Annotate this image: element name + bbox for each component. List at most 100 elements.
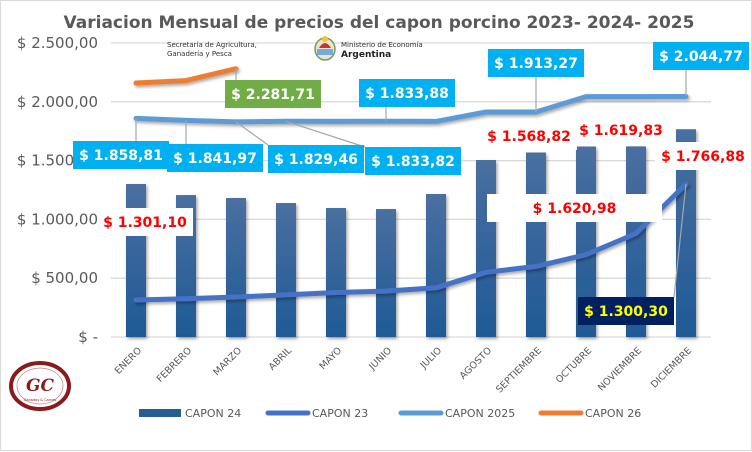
bar-capon-24 (126, 183, 146, 337)
argentina-coat-of-arms-icon (314, 36, 336, 61)
x-axis-ticks: ENERO FEBRERO MARZO ABRIL MAYO JUNIO JULIO AGOS… (113, 345, 694, 395)
bar-capon-24 (376, 209, 396, 337)
data-label-background (487, 194, 662, 222)
data-label-background (167, 144, 263, 172)
data-label: $ 2.281,71 (225, 80, 321, 108)
y-axis-ticks: $ -$ 500,00$ 1.000,00$ 1.500,00$ 2.000,0… (17, 34, 98, 346)
x-tick-label: FEBRERO (155, 345, 194, 384)
data-label: $ 1.620,98 (487, 194, 662, 222)
bar-capon-24 (676, 129, 696, 337)
legend-label: CAPON 26 (585, 407, 641, 420)
legend: CAPON 24 CAPON 23 CAPON 2025 CAPON 26 (139, 407, 641, 420)
data-label-background (481, 122, 577, 150)
legend-item-capon-2025[interactable]: CAPON 2025 (398, 407, 515, 420)
data-label-leader-lines (135, 68, 687, 298)
x-tick-label: JUNIO (366, 345, 394, 373)
x-tick-label: SEPTIEMBRE (494, 345, 544, 395)
line-capon-2025 (133, 94, 689, 125)
data-label-background (365, 147, 461, 175)
line-capon-26 (133, 66, 239, 86)
y-tick-label: $ 2.000,00 (17, 93, 98, 111)
data-label-background (268, 145, 364, 173)
data-label-text: $ 1.833,82 (371, 154, 455, 170)
data-label: $ 1.301,10 (97, 208, 193, 236)
bar-capon-24 (476, 160, 496, 337)
data-label: $ 1.833,82 (365, 147, 461, 175)
data-label-text: $ 1.913,27 (494, 56, 578, 72)
data-label-text: $ 1.766,88 (661, 149, 745, 165)
ministerio-economia-logo: Ministerio de Economía Argentina (341, 41, 423, 60)
x-tick-label: DICIEMBRE (649, 345, 694, 390)
data-label-background (655, 142, 751, 170)
legend-item-capon-24[interactable]: CAPON 24 (139, 407, 241, 420)
x-tick-label: ABRIL (267, 345, 295, 373)
legend-label: CAPON 23 (312, 407, 368, 420)
data-label-background (73, 141, 169, 169)
data-label-background (488, 49, 584, 77)
secretaria-agricultura-logo: Secretaría de Agricultura, Ganadería y P… (167, 41, 257, 58)
secretaria-logo-line1: Secretaría de Agricultura, (167, 41, 257, 49)
y-tick-label: $ 1.000,00 (17, 210, 98, 228)
data-label: $ 1.833,88 (359, 79, 455, 107)
bar-capon-24 (276, 203, 296, 337)
data-label: $ 1.766,88 (655, 142, 751, 170)
legend-item-capon-26[interactable]: CAPON 26 (538, 407, 641, 420)
data-label: $ 1.841,97 (167, 144, 263, 172)
bar-capon-24 (526, 152, 546, 337)
series-lines (133, 66, 689, 303)
gc-logo-initials: GC (26, 376, 55, 396)
data-label-text: $ 1.300,30 (584, 304, 668, 320)
data-label: $ 1.568,82 (481, 122, 577, 150)
data-label-background (97, 208, 193, 236)
data-label: $ 1.300,30 (578, 297, 674, 325)
data-label-text: $ 1.858,81 (79, 148, 163, 164)
x-tick-label: NOVIEMBRE (596, 345, 644, 393)
gc-logo-subtitle: Ganados & Carnes (24, 398, 57, 402)
data-label: $ 1.829,46 (268, 145, 364, 173)
data-label: $ 1.619,83 (573, 116, 669, 144)
bar-capon-24 (326, 207, 346, 337)
y-tick-label: $ 500,00 (31, 269, 98, 287)
data-label-background (653, 42, 749, 70)
x-tick-label: MARZO (211, 345, 244, 378)
data-label: $ 1.858,81 (73, 141, 169, 169)
legend-swatch (139, 409, 181, 417)
legend-item-capon-23[interactable]: CAPON 23 (265, 407, 368, 420)
bar-capon-24 (426, 193, 446, 337)
data-labels: $ 1.858,81 $ 1.841,97 $ 1.829,46 $ 1.833,82… (73, 42, 751, 325)
data-label-text: $ 1.620,98 (533, 201, 617, 217)
label-leader-line (285, 120, 366, 148)
data-label-background (578, 297, 674, 325)
chart-title: Variacion Mensual de precios del capon p… (64, 13, 695, 33)
data-label: $ 2.044,77 (653, 42, 749, 70)
data-label-text: $ 1.833,88 (365, 86, 449, 102)
x-tick-label: ENERO (113, 345, 144, 376)
data-label-text: $ 1.841,97 (173, 151, 257, 167)
data-label-text: $ 1.619,83 (579, 123, 663, 139)
legend-label: CAPON 2025 (445, 407, 515, 420)
line-capon-23 (133, 181, 689, 303)
x-tick-label: MAYO (317, 345, 344, 372)
data-label-text: $ 2.281,71 (231, 87, 315, 103)
x-tick-label: OCTUBRE (554, 345, 594, 385)
data-label: $ 1.913,27 (488, 49, 584, 77)
ministerio-logo-line1: Ministerio de Economía (341, 41, 423, 49)
label-leader-line (673, 184, 687, 298)
ministerio-logo-line2: Argentina (341, 50, 391, 60)
legend-label: CAPON 24 (185, 407, 241, 420)
label-leader-line (235, 121, 269, 146)
x-tick-label: JULIO (418, 345, 444, 371)
data-label-background (359, 79, 455, 107)
data-label-text: $ 1.829,46 (274, 152, 358, 168)
bar-capon-24 (226, 197, 246, 337)
data-label-background (573, 116, 669, 144)
y-tick-label: $ 2.500,00 (17, 34, 98, 52)
data-label-background (225, 80, 321, 108)
data-label-text: $ 1.301,10 (103, 215, 187, 231)
data-label-text: $ 2.044,77 (659, 49, 743, 65)
data-label-text: $ 1.568,82 (487, 129, 571, 145)
secretaria-logo-line2: Ganadería y Pesca (167, 50, 232, 58)
y-tick-label: $ - (78, 328, 98, 346)
